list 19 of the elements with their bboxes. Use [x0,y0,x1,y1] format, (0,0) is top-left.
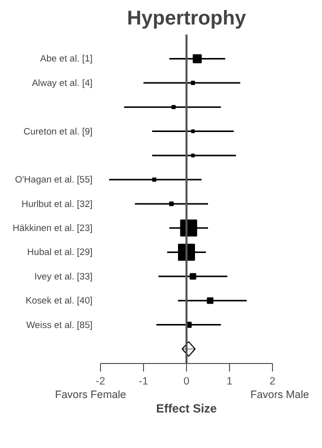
chart-title: Hypertrophy [127,8,247,30]
y-tick-label: O'Hagan et al. [55] [15,174,93,185]
x-tick-label: -1 [138,376,148,388]
y-tick-label: Ivey et al. [33] [34,271,93,282]
x-axis-title: Effect Size [156,402,218,416]
y-tick-label: Cureton et al. [9] [24,126,93,136]
y-tick-label: Häkkinen et al. [23] [12,223,93,234]
y-tick-label: Weiss et al. [85] [26,320,93,330]
x-tick-label: -2 [96,376,106,388]
y-tick-label: Hurlbut et al. [32] [21,198,93,209]
text: Favors Male [250,388,309,403]
y-tick-label: Abe et al. [1] [40,54,93,64]
x-tick-label: 0 [184,376,190,388]
x-tick-label: 2 [270,376,276,388]
y-tick-label: Alway et al. [4] [32,78,93,88]
x-tick-label: 1 [226,376,233,388]
text: Favors Female [55,388,126,403]
y-tick-label: Hubal et al. [29] [27,247,93,258]
y-tick-label: Kosek et al. [40] [26,296,93,306]
